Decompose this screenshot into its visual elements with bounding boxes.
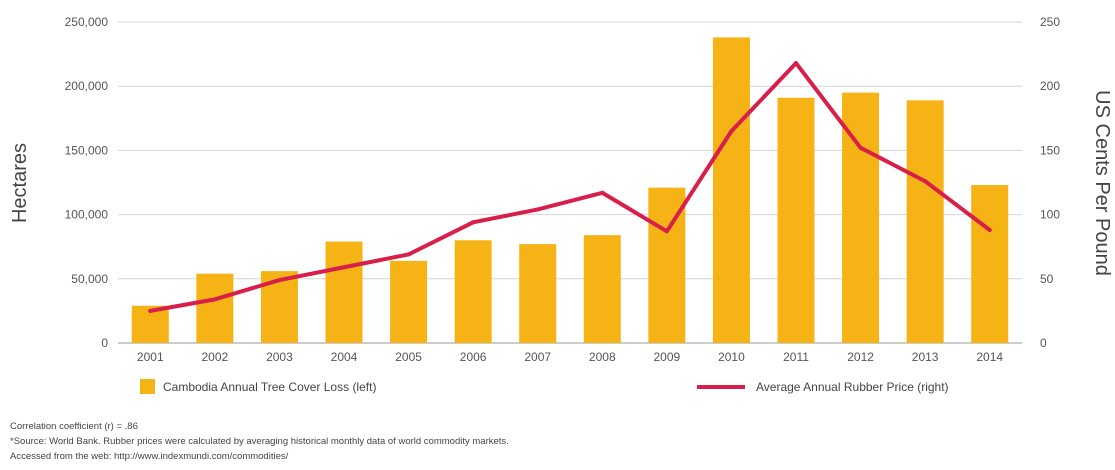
x-tick-label: 2006: [460, 350, 487, 364]
line-point-2007: [535, 207, 540, 212]
correlation-note: Correlation coefficient (r) = .86: [10, 421, 138, 432]
bar-2013: [906, 100, 944, 343]
bar-2007: [519, 244, 557, 343]
x-tick-label: 2001: [137, 350, 164, 364]
x-tick-label: 2004: [331, 350, 358, 364]
line-point-2003: [277, 278, 282, 283]
chart-notes: Correlation coefficient (r) = .86 *Sourc…: [10, 419, 509, 464]
x-tick-label: 2003: [266, 350, 293, 364]
bar-2011: [777, 97, 815, 343]
line-point-2004: [342, 265, 346, 270]
x-tick-label: 2008: [589, 350, 616, 364]
right-tick-label: 0: [1040, 336, 1047, 350]
legend: Cambodia Annual Tree Cover Loss (left) A…: [140, 379, 949, 394]
line-point-2014: [987, 228, 992, 233]
bar-2014: [971, 185, 1009, 343]
line-point-2005: [406, 252, 411, 257]
left-tick-label: 100,000: [65, 208, 109, 222]
bar-series-tree-cover-loss: [131, 37, 1009, 344]
left-axis-title: Hectares: [9, 143, 31, 223]
right-tick-label: 200: [1040, 79, 1060, 93]
line-series-rubber-price: [148, 61, 992, 313]
line-point-2012: [858, 145, 863, 150]
right-tick-label: 50: [1040, 272, 1054, 286]
bar-2006: [454, 240, 492, 343]
line-point-2008: [600, 190, 605, 195]
right-tick-label: 150: [1040, 143, 1060, 157]
bar-2005: [390, 260, 428, 343]
x-tick-label: 2013: [912, 350, 939, 364]
x-tick-label: 2005: [395, 350, 422, 364]
left-tick-label: 250,000: [65, 15, 109, 29]
right-tick-label: 100: [1040, 208, 1060, 222]
left-tick-label: 200,000: [65, 79, 109, 93]
x-tick-label: 2011: [783, 350, 809, 364]
left-axis-ticks: 0 50,000 100,000 150,000 200,000 250,000: [65, 15, 109, 350]
line-point-2006: [471, 220, 476, 225]
x-axis-ticks: 2001 2002 2003 2004 2005 2006 2007 2008 2009 2010…: [137, 350, 1003, 364]
line-point-2013: [923, 179, 928, 184]
bar-2004: [325, 241, 363, 343]
line-point-2002: [212, 297, 217, 302]
bar-2010: [712, 37, 750, 344]
x-tick-label: 2010: [718, 350, 745, 364]
right-axis-title: US Cents Per Pound: [1091, 90, 1113, 276]
line-point-2010: [729, 129, 734, 134]
line-point-2001: [148, 308, 153, 313]
x-tick-label: 2002: [202, 350, 229, 364]
rubber-price-line: [148, 61, 992, 313]
x-tick-label: 2009: [654, 350, 681, 364]
line-point-2011: [794, 61, 798, 66]
right-tick-label: 250: [1040, 15, 1060, 29]
gridlines: [118, 21, 1022, 344]
x-tick-label: 2007: [524, 350, 551, 364]
right-axis-ticks: 0 50 100 150 200 250: [1040, 15, 1060, 350]
left-tick-label: 0: [101, 336, 108, 350]
x-tick-label: 2014: [976, 350, 1003, 364]
legend-bar-label: Cambodia Annual Tree Cover Loss (left): [163, 380, 376, 394]
legend-line-label: Average Annual Rubber Price (right): [756, 380, 949, 394]
legend-bar-swatch: [140, 379, 155, 394]
bar-2008: [583, 235, 621, 343]
left-tick-label: 50,000: [71, 272, 108, 286]
source-note: *Source: World Bank. Rubber prices were …: [10, 436, 509, 447]
left-tick-label: 150,000: [65, 143, 109, 157]
bar-2002: [196, 273, 234, 343]
line-point-2009: [664, 229, 669, 234]
accessed-note: Accessed from the web: http://www.indexm…: [10, 451, 289, 462]
x-tick-label: 2012: [847, 350, 874, 364]
